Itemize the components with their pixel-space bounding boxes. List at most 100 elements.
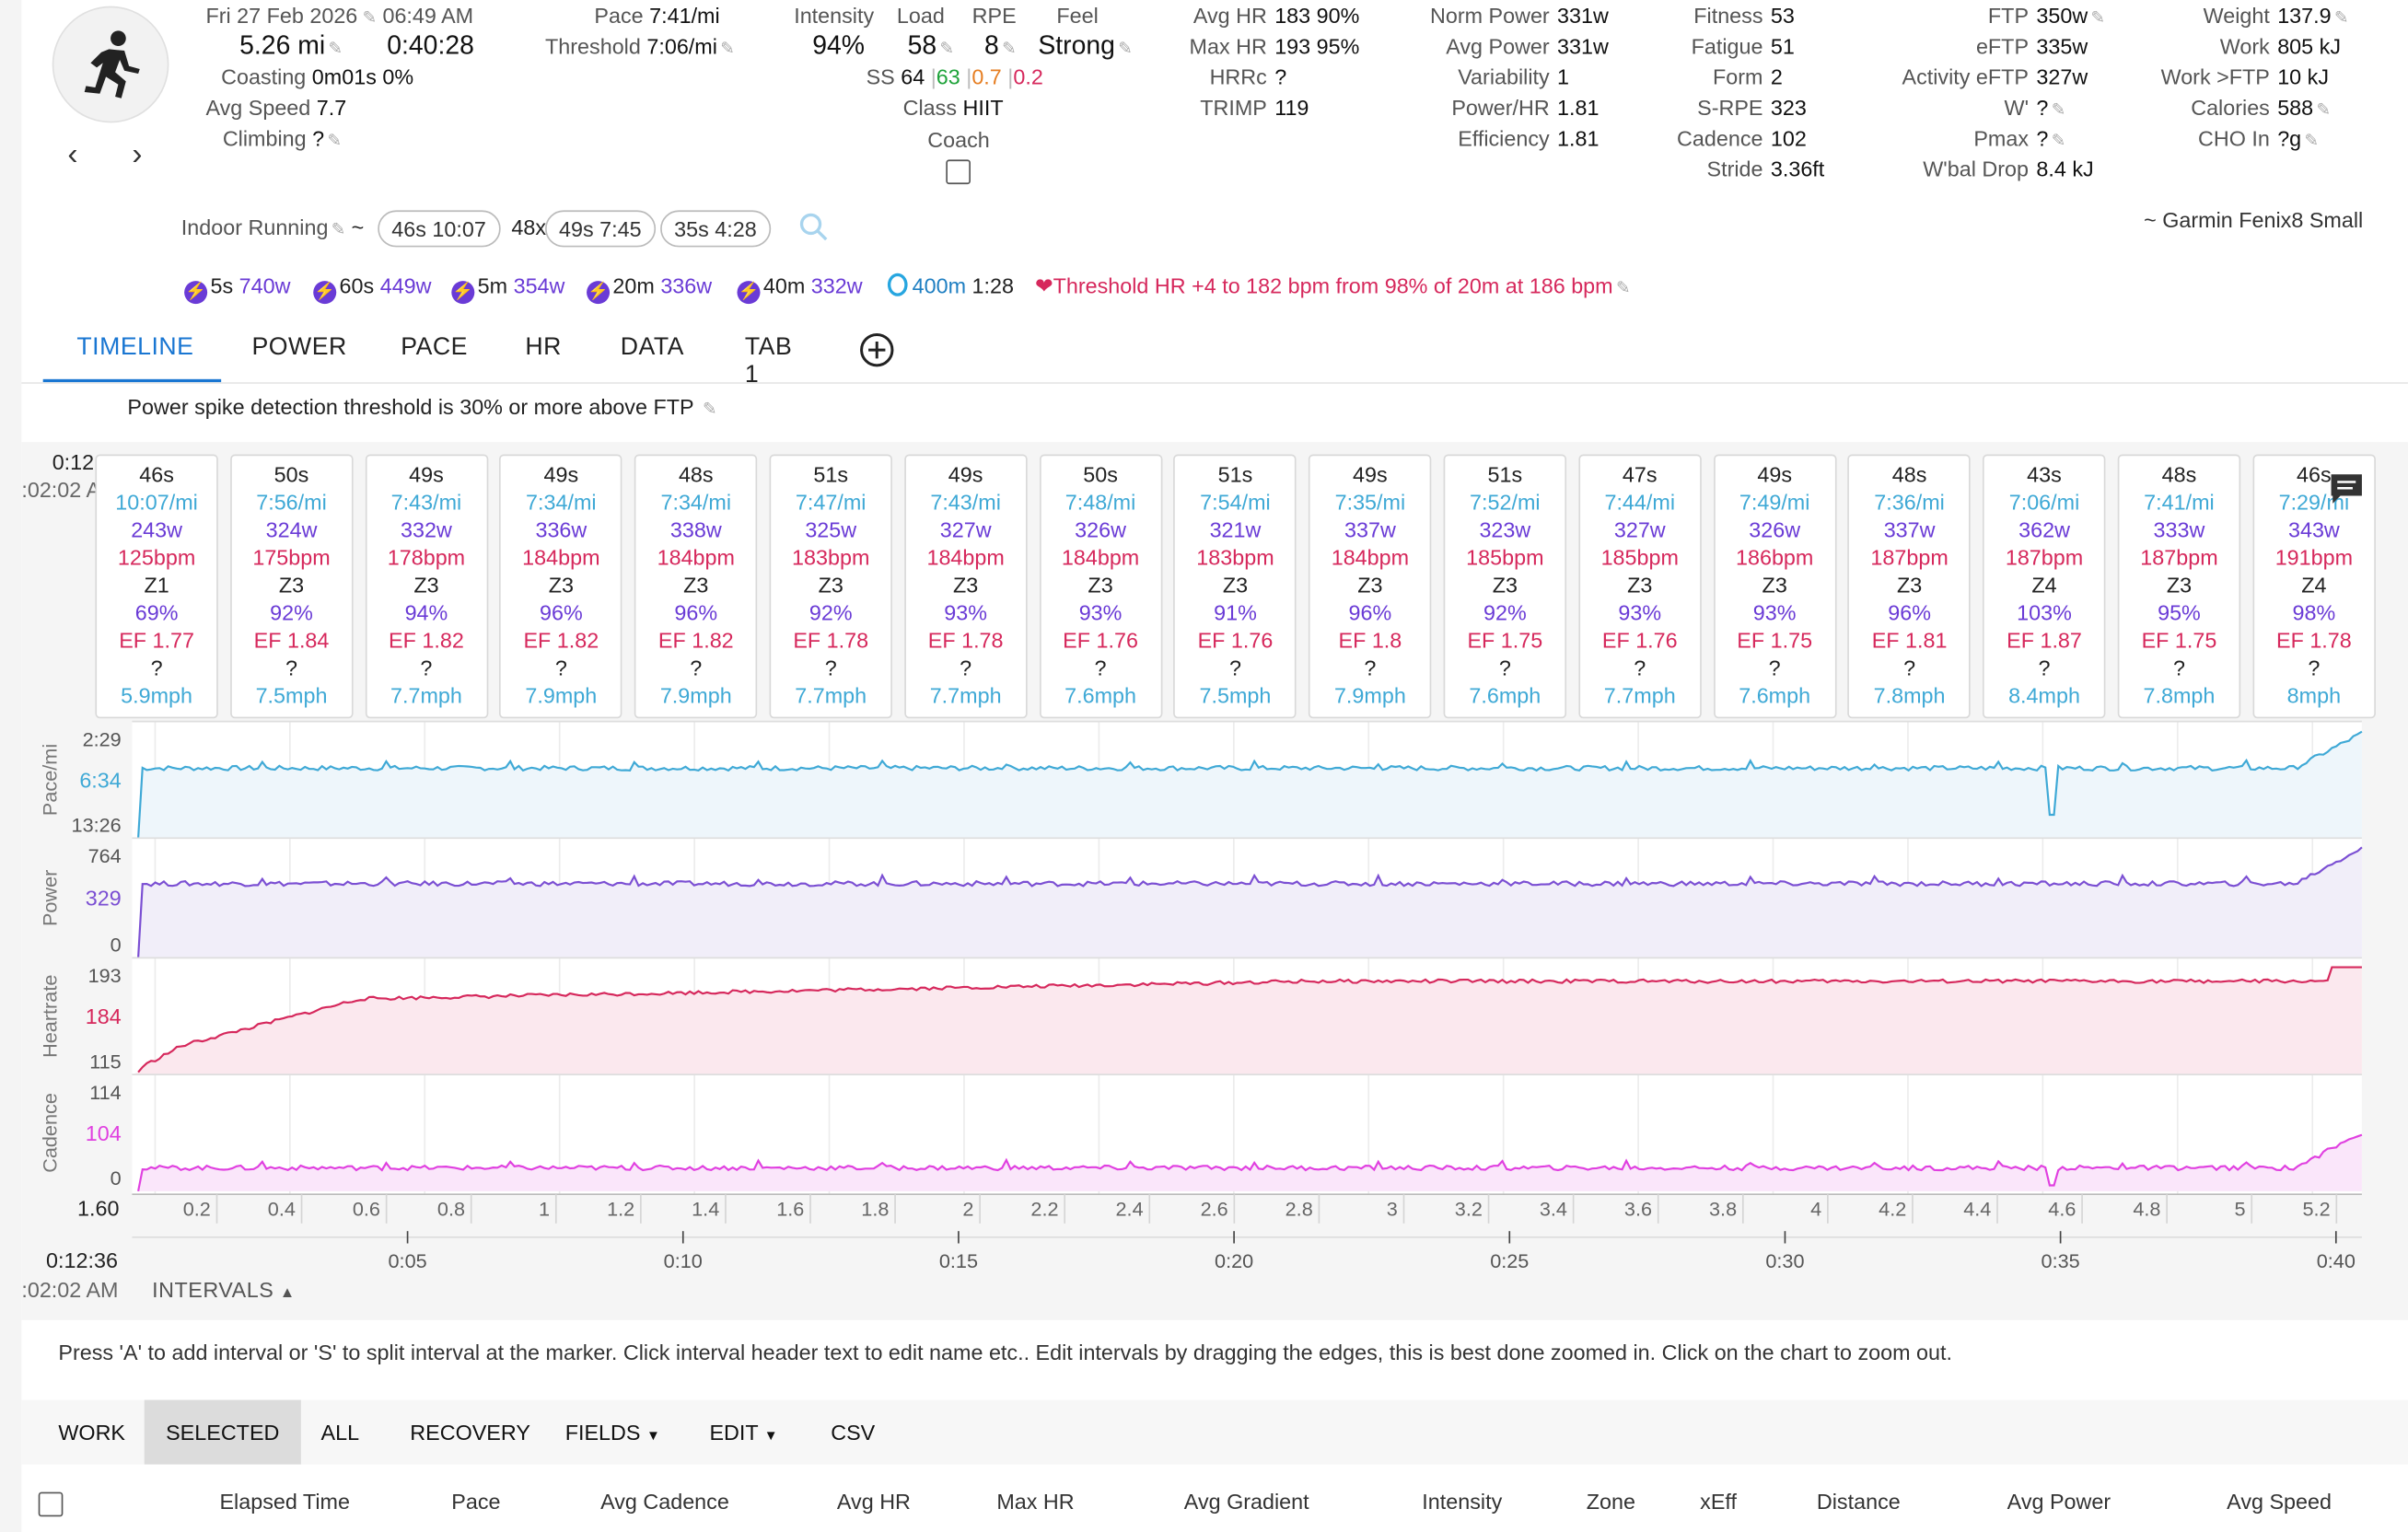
interval-q: ? bbox=[690, 655, 703, 680]
stat-value[interactable]: ? ✎ bbox=[2036, 95, 2066, 121]
interval-card[interactable]: 49s 7:43/mi 327w 184bpm Z3 93% EF 1.78? 7.7mph bbox=[903, 454, 1028, 719]
best-400m[interactable]: 400m 1:28 bbox=[887, 273, 1014, 297]
selected-button[interactable]: SELECTED bbox=[144, 1399, 301, 1465]
interval-dur: 46s bbox=[139, 461, 174, 487]
interval-card[interactable]: 43s 7:06/mi 362w 187bpm Z4 103% EF 1.87? 8.4mph bbox=[1983, 454, 2106, 719]
interval-card[interactable]: 48s 7:36/mi 337w 187bpm Z3 96% EF 1.81? 7.8mph bbox=[1847, 454, 1972, 719]
interval-pct: 96% bbox=[674, 599, 718, 625]
rpe-label: RPE bbox=[971, 3, 1017, 29]
interval-card[interactable]: 49s 7:35/mi 337w 184bpm Z3 96% EF 1.8? 7.9mph bbox=[1309, 454, 1432, 719]
threshold-hr-note[interactable]: ❤Threshold HR +4 to 182 bpm from 98% of … bbox=[1035, 273, 1631, 298]
interval-card[interactable]: 51s 7:47/mi 325w 183bpm Z3 92% EF 1.78? 7.7mph bbox=[769, 454, 892, 719]
next-activity-icon[interactable]: › bbox=[132, 138, 143, 172]
timeline-chart[interactable]: Pace/mi 2:29 6:34 13:26 Power 764 329 0 Heartrat… bbox=[0, 706, 2408, 1290]
edit-pencil-icon[interactable]: ✎ bbox=[2304, 132, 2319, 151]
best-5s[interactable]: ⚡ 5s 740w bbox=[184, 273, 290, 305]
column-header[interactable]: Avg Speed bbox=[2227, 1489, 2332, 1514]
spike-threshold-note[interactable]: Power spike detection threshold is 30% o… bbox=[127, 394, 717, 420]
column-header[interactable]: Avg Cadence bbox=[600, 1489, 729, 1514]
edit-dropdown[interactable]: EDIT ▼ bbox=[709, 1420, 778, 1445]
interval-pace: 7:41/mi bbox=[2144, 489, 2215, 515]
activity-type-avatar[interactable] bbox=[52, 6, 169, 123]
column-header[interactable]: Distance bbox=[1816, 1489, 1901, 1514]
edit-pencil-icon[interactable]: ✎ bbox=[2090, 9, 2105, 29]
interval-card[interactable]: 47s 7:44/mi 327w 185bpm Z3 93% EF 1.76? 7.7mph bbox=[1578, 454, 1702, 719]
rpe-value[interactable]: 8 ✎ bbox=[983, 30, 1017, 61]
tab-timeline[interactable]: TIMELINE bbox=[76, 334, 194, 361]
interval-card[interactable]: 49s 7:49/mi 326w 186bpm Z3 93% EF 1.75? 7.6mph bbox=[1713, 454, 1836, 719]
load-value[interactable]: 58 ✎ bbox=[907, 30, 954, 61]
interval-pct: 92% bbox=[808, 599, 853, 625]
axis-tick-mid: 329 bbox=[86, 887, 122, 911]
column-header[interactable]: Avg HR bbox=[836, 1489, 911, 1514]
interval-q: ? bbox=[1768, 655, 1781, 680]
tab-hr[interactable]: HR bbox=[525, 334, 562, 361]
workout-chip-2[interactable]: 49s 7:45 bbox=[545, 210, 656, 248]
column-header[interactable]: Avg Power bbox=[2007, 1489, 2111, 1514]
stat-value[interactable]: 350w ✎ bbox=[2036, 3, 2105, 29]
column-header[interactable]: Avg Gradient bbox=[1183, 1489, 1309, 1514]
best-40m[interactable]: ⚡ 40m 332w bbox=[737, 273, 863, 305]
work-button[interactable]: WORK bbox=[58, 1420, 126, 1445]
interval-dur: 49s bbox=[409, 461, 444, 487]
tab-data[interactable]: DATA bbox=[620, 334, 684, 361]
tab-power[interactable]: POWER bbox=[251, 334, 347, 361]
search-icon[interactable] bbox=[798, 212, 829, 242]
edit-pencil-icon[interactable]: ✎ bbox=[2316, 101, 2331, 121]
interval-card[interactable]: 49s 7:43/mi 332w 178bpm Z3 94% EF 1.82? 7.7mph bbox=[365, 454, 488, 719]
best-20m[interactable]: ⚡ 20m 336w bbox=[587, 273, 712, 305]
interval-power: 323w bbox=[1479, 516, 1531, 542]
interval-card[interactable]: 48s 7:34/mi 338w 184bpm Z3 96% EF 1.82? 7.9mph bbox=[634, 454, 758, 719]
tab-tab1[interactable]: TAB 1 bbox=[744, 334, 793, 389]
edit-pencil-icon[interactable]: ✎ bbox=[2051, 101, 2066, 121]
column-header[interactable]: xEff bbox=[1700, 1489, 1737, 1514]
class-stat: Class HIIT bbox=[902, 95, 1004, 121]
workout-chip-1[interactable]: 46s 10:07 bbox=[378, 210, 500, 248]
column-header[interactable]: Max HR bbox=[996, 1489, 1075, 1514]
interval-card[interactable]: 50s 7:48/mi 326w 184bpm Z3 93% EF 1.76? 7.6mph bbox=[1039, 454, 1162, 719]
edit-pencil-icon[interactable]: ✎ bbox=[2051, 132, 2066, 151]
recovery-button[interactable]: RECOVERY bbox=[410, 1420, 530, 1445]
stat-value[interactable]: 588 ✎ bbox=[2277, 95, 2331, 121]
edit-pencil-icon[interactable]: ✎ bbox=[2333, 9, 2349, 29]
best-60s[interactable]: ⚡ 60s 449w bbox=[313, 273, 432, 305]
interval-pct: 93% bbox=[1078, 599, 1123, 625]
climbing-stat[interactable]: Climbing ? ✎ bbox=[222, 125, 342, 151]
comment-icon[interactable] bbox=[2328, 471, 2365, 505]
series-area-0 bbox=[132, 731, 2362, 839]
interval-card[interactable]: 50s 7:56/mi 324w 175bpm Z3 92% EF 1.84? 7.5mph bbox=[229, 454, 354, 719]
fields-dropdown[interactable]: FIELDS ▼ bbox=[564, 1420, 660, 1445]
feel-value[interactable]: Strong ✎ bbox=[1038, 30, 1133, 61]
interval-card[interactable]: 51s 7:52/mi 323w 185bpm Z3 92% EF 1.75? 7.6mph bbox=[1443, 454, 1567, 719]
csv-button[interactable]: CSV bbox=[831, 1420, 876, 1445]
tab-pace[interactable]: PACE bbox=[401, 334, 468, 361]
previous-activity-icon[interactable]: ‹ bbox=[67, 138, 78, 172]
distance-value[interactable]: 5.26 mi ✎ bbox=[239, 30, 343, 61]
interval-card[interactable]: 48s 7:41/mi 333w 187bpm Z3 95% EF 1.75? 7.8mph bbox=[2117, 454, 2241, 719]
distance-tick-label: 5.2 bbox=[2303, 1198, 2331, 1221]
select-all-checkbox[interactable] bbox=[38, 1491, 64, 1517]
stat-value[interactable]: ?g ✎ bbox=[2277, 125, 2319, 151]
column-header[interactable]: Elapsed Time bbox=[219, 1489, 350, 1514]
activity-datetime[interactable]: Fri 27 Feb 2026 ✎ 06:49 AM bbox=[205, 3, 474, 29]
column-header[interactable]: Zone bbox=[1586, 1489, 1635, 1514]
column-header[interactable]: Pace bbox=[451, 1489, 501, 1514]
interval-card[interactable]: 46s 10:07/mi 243w 125bpm Z1 69% EF 1.77? 5.9mph bbox=[95, 454, 218, 719]
stat-value[interactable]: 137.9 ✎ bbox=[2277, 3, 2349, 29]
threshold-pace-stat[interactable]: Threshold 7:06/mi ✎ bbox=[545, 33, 735, 59]
distance-tick-label: 4.8 bbox=[2133, 1198, 2160, 1221]
interval-card[interactable]: 51s 7:54/mi 321w 183bpm Z3 91% EF 1.76? 7.5mph bbox=[1173, 454, 1297, 719]
workout-chip-3[interactable]: 35s 4:28 bbox=[660, 210, 771, 248]
stat-value[interactable]: ? ✎ bbox=[2036, 125, 2066, 151]
best-5m[interactable]: ⚡ 5m 354w bbox=[451, 273, 564, 305]
interval-q: ? bbox=[960, 655, 972, 680]
coach-checkbox[interactable] bbox=[946, 159, 971, 185]
edit-pencil-icon: ✎ bbox=[362, 9, 377, 29]
all-button[interactable]: ALL bbox=[320, 1420, 360, 1445]
add-tab-icon[interactable] bbox=[858, 331, 895, 368]
intervals-toggle[interactable]: :02:02 AM INTERVALS ▲ bbox=[21, 1277, 296, 1302]
workout-type[interactable]: Indoor Running ✎ ~ bbox=[180, 215, 365, 240]
interval-card[interactable]: 49s 7:34/mi 336w 184bpm Z3 96% EF 1.82? 7.9mph bbox=[499, 454, 623, 719]
column-header[interactable]: Intensity bbox=[1422, 1489, 1503, 1514]
series-area-3 bbox=[132, 1134, 2362, 1191]
